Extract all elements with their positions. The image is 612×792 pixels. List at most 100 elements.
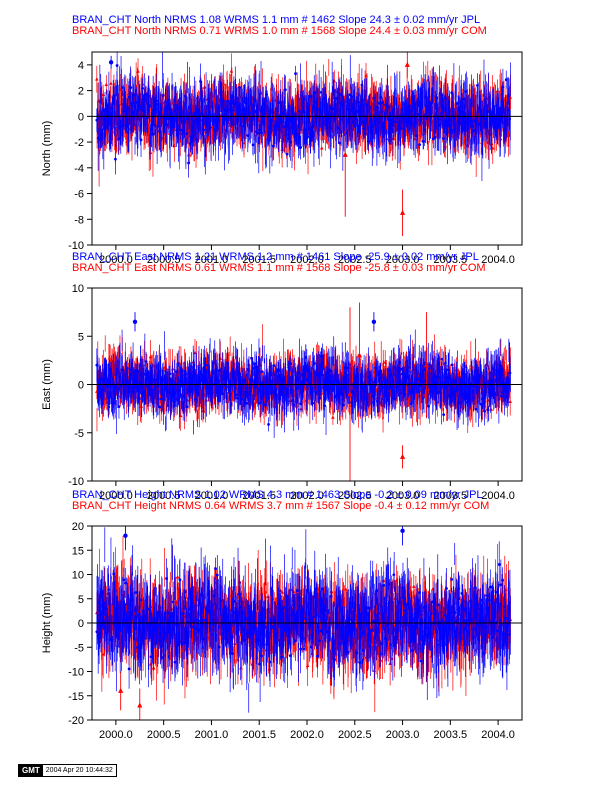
data-point — [319, 146, 324, 150]
data-point — [141, 86, 144, 90]
data-point — [441, 137, 445, 140]
x-tick-label: 2004.0 — [481, 254, 515, 266]
data-point — [289, 140, 292, 144]
y-tick-label: 4 — [78, 60, 84, 72]
outlier-point — [342, 151, 348, 157]
data-point — [151, 132, 155, 136]
data-point — [147, 104, 151, 108]
data-point — [294, 72, 297, 76]
data-point — [115, 64, 119, 67]
data-point — [299, 146, 303, 149]
data-point — [392, 107, 396, 111]
data-point — [239, 112, 243, 116]
data-point — [338, 141, 342, 145]
y-tick-label: 0 — [78, 111, 84, 123]
y-axis-label: North (mm) — [41, 121, 53, 177]
data-point — [506, 133, 511, 137]
data-point — [109, 81, 113, 85]
data-point — [302, 97, 306, 101]
data-point — [256, 131, 260, 135]
data-point — [192, 120, 195, 124]
data-point — [178, 413, 183, 418]
data-point — [161, 94, 165, 97]
data-point — [469, 119, 473, 123]
data-point — [418, 143, 422, 147]
data-point — [331, 415, 335, 419]
data-point — [229, 69, 234, 73]
data-point — [443, 96, 447, 100]
data-point — [421, 139, 425, 143]
data-point — [185, 132, 189, 135]
outlier-point — [404, 61, 410, 67]
north-panel: BRAN_CHT North NRMS 1.08 WRMS 1.1 mm # 1… — [41, 14, 523, 266]
data-point — [136, 69, 140, 73]
data-point — [251, 143, 255, 147]
x-tick-label: 2002.5 — [338, 254, 372, 266]
data-point — [470, 124, 474, 128]
series-jpl — [95, 52, 512, 182]
data-point — [426, 78, 430, 82]
data-point — [435, 96, 439, 100]
plot-area — [95, 302, 512, 481]
x-tick-label: 2002.0 — [290, 254, 324, 266]
data-point — [114, 157, 117, 161]
x-tick-label: 2003.5 — [434, 254, 468, 266]
data-point — [416, 144, 421, 149]
data-point — [436, 117, 440, 120]
outlier-point — [108, 60, 114, 65]
data-point — [129, 86, 133, 89]
data-point — [202, 128, 206, 132]
data-point — [285, 152, 289, 156]
data-point — [443, 144, 448, 148]
x-tick-label: 2001.5 — [242, 254, 276, 266]
data-point — [312, 91, 316, 95]
header-line-1: BRAN_CHT North NRMS 1.08 WRMS 1.1 mm # 1… — [72, 14, 480, 26]
data-point — [139, 138, 143, 142]
data-point — [433, 135, 437, 139]
data-point — [253, 110, 257, 114]
y-tick-label: 2 — [78, 86, 84, 98]
data-point — [148, 354, 153, 359]
data-point — [95, 77, 99, 81]
data-point — [355, 109, 359, 113]
header-line-2: BRAN_CHT North NRMS 0.71 WRMS 1.0 mm # 1… — [72, 25, 487, 37]
data-point — [399, 127, 403, 131]
data-point — [104, 82, 109, 86]
east-panel: BRAN_CHT East NRMS 1.21 WRMS 1.2 mm # 14… — [41, 251, 523, 502]
y-tick-label: -8 — [74, 214, 84, 226]
data-point — [380, 101, 384, 104]
data-point — [183, 94, 187, 98]
data-point — [238, 86, 241, 89]
data-point — [504, 78, 508, 82]
data-point — [270, 119, 274, 123]
y-tick-label: -6 — [74, 189, 84, 201]
x-tick-label: 2000.0 — [99, 254, 133, 266]
data-point — [231, 108, 235, 112]
data-point — [477, 122, 481, 126]
data-point — [148, 150, 153, 155]
data-point — [495, 88, 500, 93]
data-point — [272, 144, 275, 148]
data-point — [127, 95, 131, 99]
data-point — [265, 93, 269, 96]
data-point — [221, 81, 226, 86]
y-tick-label: -2 — [74, 137, 84, 149]
data-point — [195, 138, 199, 142]
data-point — [464, 90, 467, 93]
data-point — [319, 91, 323, 94]
data-point — [280, 147, 284, 151]
plot-area — [95, 52, 512, 236]
y-tick-label: -10 — [68, 240, 84, 252]
y-tick-label: -4 — [74, 163, 84, 175]
outlier-point — [399, 209, 406, 215]
data-point — [306, 135, 309, 139]
data-point — [153, 123, 156, 127]
header-line-1: BRAN_CHT East NRMS 1.21 WRMS 1.2 mm # 14… — [72, 251, 479, 263]
x-tick-label: 2003.0 — [386, 254, 420, 266]
data-point — [187, 161, 190, 165]
data-point — [120, 86, 124, 89]
data-point — [384, 103, 388, 107]
x-tick-label: 2001.0 — [195, 254, 229, 266]
data-point — [132, 93, 136, 97]
